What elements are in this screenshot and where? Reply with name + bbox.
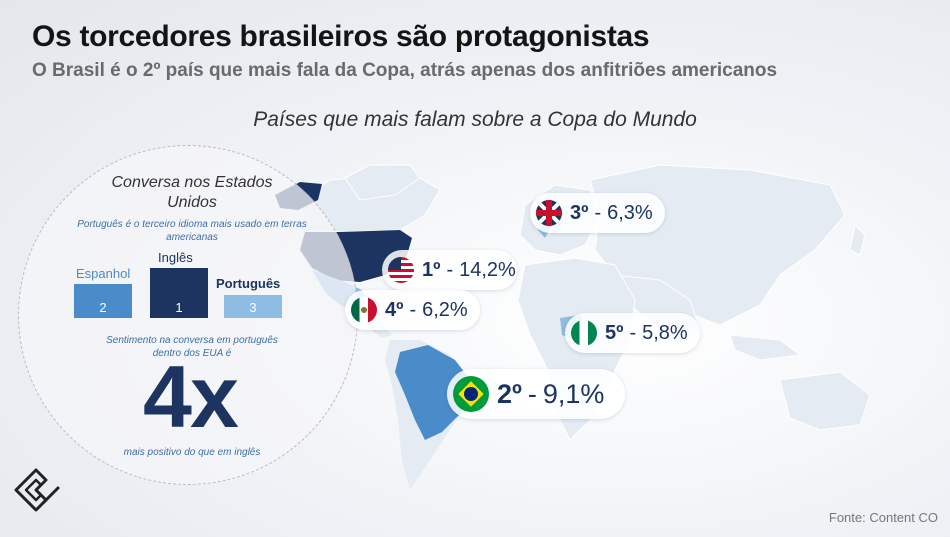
language-label-spanish: Espanhol — [76, 266, 131, 281]
language-rank-spanish: 2 — [99, 300, 107, 315]
rank-label: 1º — [422, 258, 441, 281]
rank-label: 2º — [497, 378, 522, 409]
language-rank-portuguese: 3 — [249, 300, 257, 315]
page-subtitle: O Brasil é o 2º país que mais fala da Co… — [32, 60, 778, 81]
language-bar-spanish: 2 — [74, 284, 132, 318]
language-rank-english: 1 — [175, 300, 183, 315]
mexico-flag-icon — [351, 297, 377, 323]
language-label-portuguese: Português — [216, 276, 281, 291]
rank-separator: - — [446, 258, 454, 281]
ranking-badge-brazil: 2º - 9,1% — [447, 369, 625, 419]
language-bar-english: 1 — [150, 268, 208, 318]
map-brazil — [395, 345, 472, 440]
ranking-badge-mexico: 4º - 6,2% — [345, 290, 480, 330]
rank-label: 4º — [385, 298, 404, 321]
us-panel-title: Conversa nos Estados Unidos — [111, 174, 273, 211]
map-indonesia — [729, 334, 802, 361]
language-bar-portuguese: 3 — [224, 295, 282, 318]
map-greenland — [344, 164, 421, 201]
map-japan — [849, 223, 866, 256]
rank-separator: - — [594, 201, 602, 224]
rank-label: 5º — [605, 321, 624, 344]
nigeria-flag-icon — [571, 320, 597, 346]
brazil-flag-icon — [453, 376, 489, 412]
ranking-badge-usa: 1º - 14,2% — [382, 250, 517, 290]
uk-flag-icon — [536, 200, 562, 226]
sentiment-multiplier: 4x — [143, 347, 239, 446]
source-credit: Fonte: Content CO — [828, 510, 938, 525]
rank-separator: - — [629, 321, 637, 344]
rank-value: 6,2% — [422, 298, 468, 321]
rank-separator: - — [527, 378, 537, 409]
us-panel-note: Português é o terceiro idioma mais usado… — [77, 219, 307, 243]
rank-separator: - — [409, 298, 417, 321]
rank-value: 6,3% — [607, 201, 653, 224]
rank-value: 9,1% — [542, 378, 605, 409]
rank-value: 14,2% — [459, 258, 516, 281]
rank-value: 5,8% — [642, 321, 688, 344]
map-title: Países que mais falam sobre a Copa do Mu… — [253, 108, 697, 131]
sentiment-note: Sentimento na conversa em português dent… — [106, 335, 278, 359]
sentiment-comparison: mais positivo do que em inglês — [123, 447, 261, 458]
rank-label: 3º — [570, 201, 589, 224]
usa-flag-icon — [388, 257, 414, 283]
ranking-badge-nigeria: 5º - 5,8% — [565, 313, 700, 353]
map-australia — [779, 371, 871, 431]
page-title: Os torcedores brasileiros são protagonis… — [32, 20, 650, 53]
ranking-badge-uk: 3º - 6,3% — [530, 193, 665, 233]
language-label-english: Inglês — [158, 250, 193, 265]
content-co-logo-icon — [14, 468, 60, 512]
